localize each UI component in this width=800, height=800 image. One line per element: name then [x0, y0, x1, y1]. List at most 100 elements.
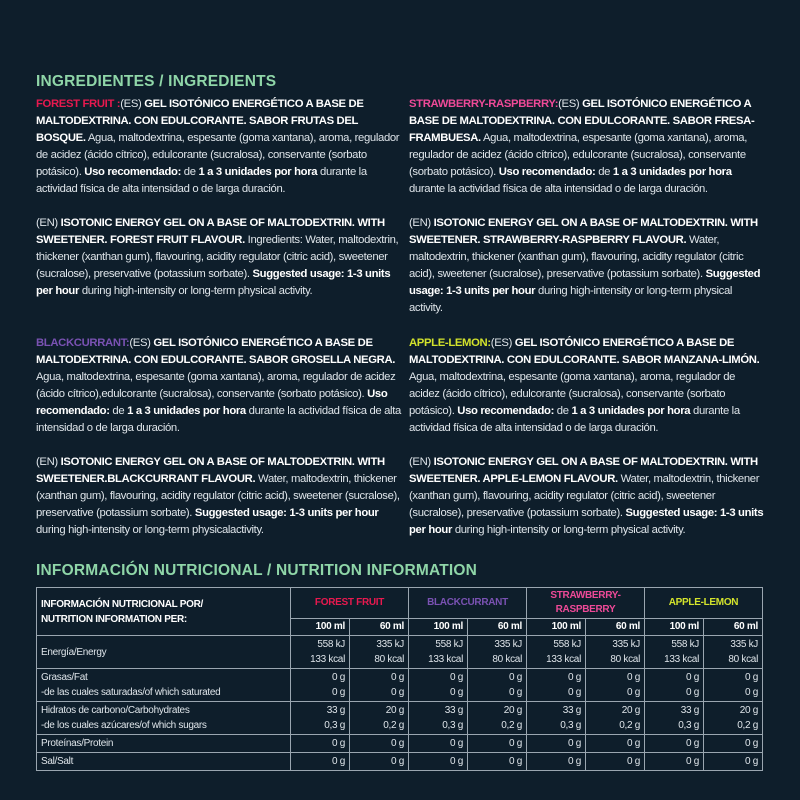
- bold-text: GEL ISOTÓNICO ENERGÉTICO A BASE DE MALTO…: [36, 98, 364, 144]
- cell-value: 558 kJ 133 kcal: [408, 635, 468, 669]
- cell-value: 33 g 0,3 g: [290, 701, 350, 735]
- ingredients-text-en: (EN) ISOTONIC ENERGY GEL ON A BASE OF MA…: [409, 215, 764, 317]
- value: 0 g: [390, 672, 404, 683]
- value: 33 g: [326, 705, 346, 716]
- text: Water, maltodextrin, thickener (xanthan …: [409, 473, 760, 519]
- unit-header: 100 ml: [290, 618, 350, 636]
- value: 0 g: [449, 687, 463, 698]
- value: 0 g: [331, 738, 345, 749]
- value: 133 kcal: [310, 654, 345, 665]
- flavour-name: FOREST FRUIT :: [36, 98, 121, 110]
- text: (ES): [558, 98, 583, 110]
- cell-value: 0 g: [467, 734, 527, 753]
- text: Water, maltodextrin, thickener (xanthan …: [409, 234, 744, 280]
- text: (EN): [36, 217, 61, 229]
- value: 0,3 g: [560, 720, 581, 731]
- value: 0 g: [744, 672, 758, 683]
- unit-header: 60 ml: [585, 618, 645, 636]
- value: 558 kJ: [317, 639, 345, 650]
- cell-value: 33 g 0,3 g: [644, 701, 704, 735]
- value: 0 g: [567, 756, 581, 767]
- bold-text: GEL ISOTÓNICO ENERGÉTICO A BASE DE MALTO…: [36, 337, 396, 366]
- cell-value: 20 g 0,2 g: [703, 701, 763, 735]
- text: during high-intensity or long-term physi…: [79, 285, 313, 297]
- bold-text: Suggested usage: 1-3 units per hour: [409, 507, 764, 536]
- value: 0 g: [626, 756, 640, 767]
- bold-text: Suggested usage: 1-3 units per hour: [36, 268, 391, 297]
- value: 133 kcal: [546, 654, 581, 665]
- value: 80 kcal: [374, 654, 404, 665]
- value: 335 kJ: [494, 639, 522, 650]
- cell-value: 335 kJ 80 kcal: [585, 635, 645, 669]
- header-label-line: INFORMACIÓN NUTRICIONAL POR/: [41, 598, 203, 610]
- row-label-line: -de los cuales azúcares/of which sugars: [41, 720, 207, 731]
- flavour-name: BLACKCURRANT:: [36, 337, 130, 349]
- bold-text: Suggested usage: 1-3 units per hour: [409, 268, 761, 297]
- value: 0 g: [331, 756, 345, 767]
- value: 0 g: [567, 672, 581, 683]
- bold-text: Uso recomendado:: [84, 166, 181, 178]
- unit-header: 100 ml: [644, 618, 704, 636]
- row-label: Hidratos de carbono/Carbohydrates -de los…: [36, 701, 291, 735]
- bold-text: 1 a 3 unidades por hora: [571, 405, 691, 417]
- value: 0,3 g: [442, 720, 463, 731]
- value: 0,2 g: [619, 720, 640, 731]
- text: (ES): [129, 337, 154, 349]
- product-block-blackcurrant: BLACKCURRANT:(ES) GEL ISOTÓNICO ENERGÉTI…: [36, 335, 401, 539]
- table-row: Energía/Energy 558 kJ 133 kcal 335 kJ 80 kca…: [36, 635, 763, 669]
- unit-header: 60 ml: [703, 618, 763, 636]
- unit-header: 60 ml: [349, 618, 409, 636]
- cell-value: 0 g: [290, 752, 350, 771]
- cell-value: 33 g 0,3 g: [526, 701, 586, 735]
- value: 335 kJ: [612, 639, 640, 650]
- text: during high-intensity or long-term physi…: [452, 524, 686, 536]
- value: 335 kJ: [730, 639, 758, 650]
- value: 0,2 g: [501, 720, 522, 731]
- value: 0 g: [626, 687, 640, 698]
- text: durante la actividad física de alta inte…: [409, 183, 708, 195]
- value: 0 g: [744, 756, 758, 767]
- value: 80 kcal: [610, 654, 640, 665]
- value: 0 g: [685, 687, 699, 698]
- header-label-line: NUTRITION INFORMATION PER:: [41, 613, 187, 625]
- value: 0 g: [331, 687, 345, 698]
- flavour-name: STRAWBERRY-RASPBERRY:: [409, 98, 559, 110]
- value: 0 g: [567, 687, 581, 698]
- table-row: Grasas/Fat -de las cuales saturadas/of wh…: [36, 668, 763, 702]
- bold-text: GEL ISOTÓNICO ENERGÉTICO A BASE DE MALTO…: [409, 337, 760, 366]
- value: 33 g: [562, 705, 582, 716]
- value: 20 g: [385, 705, 405, 716]
- bold-text: Uso recomendado:: [498, 166, 596, 178]
- unit-header: 100 ml: [526, 618, 586, 636]
- table-row: Sal/Salt 0 g 0 g 0 g 0 g 0 g 0 g 0 g 0 g: [36, 752, 763, 771]
- value: 0,2 g: [737, 720, 758, 731]
- value: 0 g: [390, 687, 404, 698]
- value: 0 g: [744, 738, 758, 749]
- bold-text: Suggested usage: 1-3 units per hour: [194, 507, 379, 519]
- value: 0 g: [449, 738, 463, 749]
- header-label: INFORMACIÓN NUTRICIONAL POR/NUTRITION IN…: [36, 587, 291, 636]
- cell-value: 0 g: [526, 752, 586, 771]
- cell-value: 33 g 0,3 g: [408, 701, 468, 735]
- value: 0 g: [567, 738, 581, 749]
- bold-text: ISOTONIC ENERGY GEL ON A BASE OF MALTODE…: [36, 217, 385, 246]
- value: 0 g: [508, 756, 522, 767]
- cell-value: 0 g: [585, 734, 645, 753]
- text: de: [595, 166, 613, 178]
- flavour-header: STRAWBERRY-RASPBERRY: [526, 587, 645, 619]
- row-label-line: Sal/Salt: [41, 756, 74, 767]
- value: 0 g: [685, 738, 699, 749]
- flavour-header: BLACKCURRANT: [408, 587, 527, 619]
- bold-text: Uso recomendado:: [36, 388, 388, 417]
- bold-text: ISOTONIC ENERGY GEL ON A BASE OF MALTODE…: [409, 217, 758, 246]
- bold-text: ISOTONIC ENERGY GEL ON A BASE OF MALTODE…: [409, 456, 758, 485]
- value: 33 g: [444, 705, 464, 716]
- row-label-line: Hidratos de carbono/Carbohydrates: [41, 705, 190, 716]
- cell-value: 0 g: [467, 752, 527, 771]
- product-block-forest-fruit: FOREST FRUIT :(ES) GEL ISOTÓNICO ENERGÉT…: [36, 96, 401, 317]
